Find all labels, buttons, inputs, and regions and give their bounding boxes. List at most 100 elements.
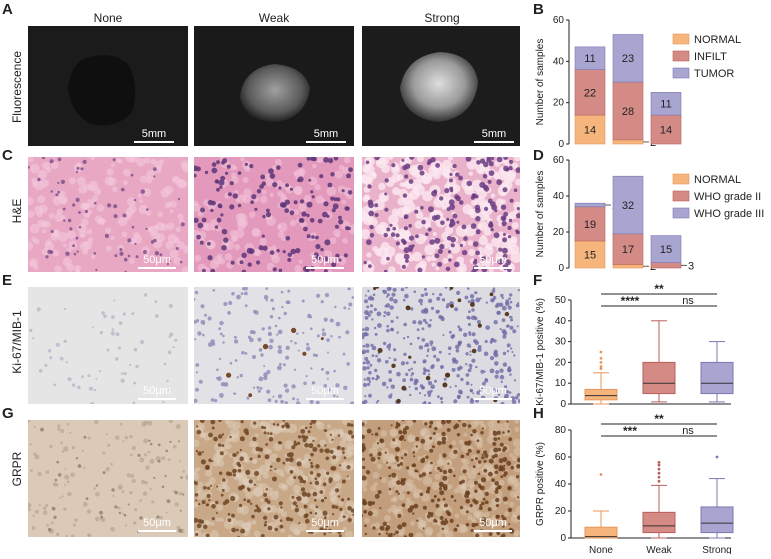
ki67-image-strong (362, 287, 520, 404)
bar-d-1-2 (612, 175, 644, 235)
panel-letter-c: C (2, 147, 13, 164)
ki67-image-none (28, 287, 188, 404)
bar-value-label-b-0-2: 11 (584, 53, 595, 65)
box-f-1 (642, 361, 676, 395)
y-tick-label-f-2: 20 (555, 357, 567, 368)
bar-b-1-1 (612, 81, 644, 141)
scale-bar-fluorescence-strong: 5mm (474, 128, 514, 143)
outlier-point-f-0-2 (599, 361, 603, 364)
y-tick-label-h-0: 0 (560, 533, 566, 544)
row-label-grpr: GRPR (10, 451, 24, 487)
bar-value-label-d-1-2: 32 (622, 200, 634, 212)
scale-bar-ki67-strong: 50μm (474, 385, 512, 400)
significance-label-f-2: ns (682, 295, 694, 307)
outlier-point-h-1-4 (657, 463, 661, 467)
row-label-fluorescence: Fluorescence (10, 50, 24, 124)
fluorescence-image-none (28, 26, 188, 146)
outlier-point-h-1-3 (657, 467, 661, 471)
legend-label-d-1: WHO grade II (694, 191, 761, 203)
y-tick-label-d-2: 40 (553, 191, 565, 202)
outlier-point-h-1-0 (657, 479, 661, 483)
significance-label-h-0: ** (654, 412, 664, 426)
scale-bar-ki67-weak: 50μm (306, 385, 344, 400)
bar-d-2-2 (650, 235, 682, 263)
bar-b-0-1 (574, 69, 606, 116)
bar-value-label-d-1-1: 17 (622, 244, 634, 256)
x-tick-label-h-0: None (589, 545, 613, 554)
y-tick-label-f-4: 40 (555, 316, 567, 327)
he-image-strong (362, 157, 520, 272)
panel-letter-f: F (533, 272, 543, 289)
bar-value-label-d-2-1: 3 (688, 260, 694, 272)
outlier-point-f-0-1 (599, 365, 603, 368)
y-tick-label-f-1: 10 (555, 378, 567, 389)
bar-d-0-2 (574, 202, 606, 208)
ki67-image-weak (194, 287, 354, 404)
panel-letter-h: H (533, 405, 544, 422)
y-tick-label-b-2: 40 (553, 56, 565, 67)
bar-d-0-1 (574, 206, 606, 242)
scale-bar-he-strong: 50μm (474, 254, 512, 269)
bar-b-1-2 (612, 34, 644, 83)
row-label-he: H&E (10, 198, 24, 224)
panel-letter-b: B (533, 1, 544, 18)
bar-d-2-1 (650, 262, 682, 269)
chart-h: 0 20 40 60 80 GRPR positive (%) None Weak Strong… (533, 410, 771, 556)
significance-label-f-1: **** (621, 294, 640, 308)
bar-b-2-2 (650, 92, 682, 116)
y-tick-label-h-2: 40 (555, 479, 567, 490)
x-tick-label-h-1: Weak (646, 545, 672, 554)
scale-bar-grpr-weak: 50μm (306, 517, 344, 532)
x-tick-label-h-2: Strong (702, 545, 731, 554)
legend-label-d-2: WHO grade III (694, 208, 764, 220)
box-h-1 (642, 511, 676, 534)
bar-value-label-d-0-1: 19 (584, 219, 596, 231)
y-axis-label-f: Ki-67/MIB-1 positive (%) (535, 298, 546, 406)
grpr-image-none (28, 420, 188, 537)
y-tick-label-h-4: 80 (555, 425, 567, 436)
bar-value-label-b-1-2: 23 (622, 53, 634, 65)
significance-label-h-1: *** (623, 424, 637, 438)
bar-b-2-1 (650, 114, 682, 145)
y-axis-label-d: Number of samples (535, 171, 546, 258)
bar-b-1-0 (612, 139, 644, 145)
bar-b-0-0 (574, 114, 606, 145)
outlier-point-h-1-1 (657, 475, 661, 479)
legend-label-b-2: TUMOR (694, 68, 734, 80)
significance-label-f-0: ** (654, 282, 664, 296)
y-tick-label-f-5: 50 (555, 295, 567, 306)
y-tick-label-b-0: 0 (558, 139, 564, 150)
legend-swatch-b-2 (672, 67, 690, 79)
y-axis-label-b: Number of samples (535, 39, 546, 126)
y-tick-label-h-1: 20 (555, 506, 567, 517)
bar-value-label-d-2-2: 15 (660, 244, 672, 256)
y-tick-label-h-3: 60 (555, 452, 567, 463)
outlier-point-f-0-3 (599, 356, 603, 360)
legend-swatch-d-2 (672, 207, 690, 219)
bar-value-label-d-0-0: 15 (584, 250, 596, 262)
grpr-image-weak (194, 420, 354, 537)
bar-d-1-0 (612, 264, 644, 269)
y-tick-label-f-3: 30 (555, 337, 567, 348)
legend-swatch-b-0 (672, 33, 690, 45)
scale-bar-fluorescence-weak: 5mm (306, 128, 346, 143)
legend-label-b-1: INFILT (694, 51, 727, 63)
grpr-image-strong (362, 420, 520, 537)
significance-label-h-2: ns (682, 425, 694, 437)
scale-bar-he-weak: 50μm (306, 254, 344, 269)
box-h-2 (700, 506, 734, 534)
fluorescence-image-strong (362, 26, 520, 146)
outlier-point-h-1-2 (657, 471, 661, 475)
outlier-point-f-0-0 (599, 367, 603, 371)
outlier-point-h-0-0 (599, 473, 603, 476)
bar-value-label-b-1-1: 28 (622, 106, 634, 118)
column-header-strong: Strong (424, 11, 460, 25)
scale-bar-fluorescence-none: 5mm (134, 128, 174, 143)
scale-bar-ki67-none: 50μm (138, 385, 176, 400)
legend-label-b-0: NORMAL (694, 34, 741, 46)
panel-letter-d: D (533, 147, 544, 164)
legend-swatch-b-1 (672, 50, 690, 62)
fluorescence-image-weak (194, 26, 354, 146)
